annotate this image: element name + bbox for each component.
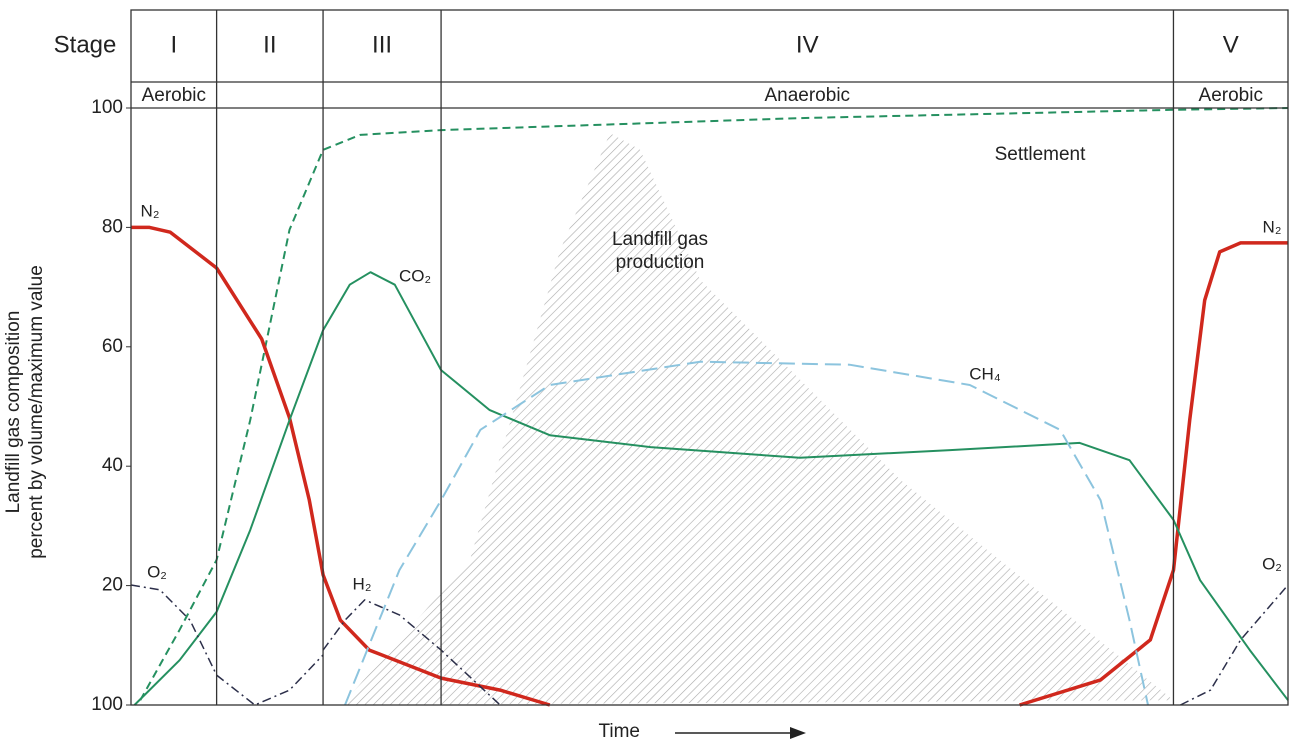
y-tick-label: 100: [91, 97, 123, 118]
y-tick-label: 80: [102, 216, 123, 237]
area-label: Landfill gas production: [611, 229, 709, 273]
stage-label: III: [372, 31, 392, 58]
stage-label: IV: [796, 31, 819, 58]
time-arrow-head: [790, 727, 806, 739]
line: [133, 271, 1289, 706]
series-label: O₂: [147, 562, 167, 581]
y-axis-title-line: percent by volume/maximum value: [26, 265, 47, 559]
y-tick-label: 100: [91, 694, 123, 715]
series-label: Settlement: [995, 144, 1087, 165]
y-axis-title: Landfill gas composition percent by volu…: [2, 212, 48, 612]
stage-label: II: [263, 31, 276, 58]
phase-label: Aerobic: [1199, 85, 1263, 106]
y-tick-label: 40: [102, 455, 123, 476]
stage-label: V: [1223, 31, 1239, 58]
line: [139, 107, 1289, 701]
series-label: CH₄: [969, 364, 1001, 383]
series-label: N₂: [1263, 217, 1282, 236]
phase-label: Anaerobic: [764, 85, 850, 106]
phase-label: Aerobic: [142, 85, 206, 106]
line: [344, 360, 1149, 706]
series-label: O₂: [1262, 554, 1282, 573]
stage-title: Stage: [54, 31, 117, 58]
stage-label: I: [170, 31, 177, 58]
y-axis-title-line: Landfill gas composition: [3, 310, 24, 514]
series-label: CO₂: [399, 266, 431, 285]
area: [341, 133, 1174, 706]
line: [322, 599, 501, 706]
y-tick-label: 60: [102, 336, 123, 357]
plot-frame: [130, 9, 1289, 706]
y-tick-label: 20: [102, 575, 123, 596]
series-label: H₂: [353, 574, 372, 593]
x-axis-title: Time: [598, 721, 640, 742]
series-label: N₂: [141, 201, 160, 220]
